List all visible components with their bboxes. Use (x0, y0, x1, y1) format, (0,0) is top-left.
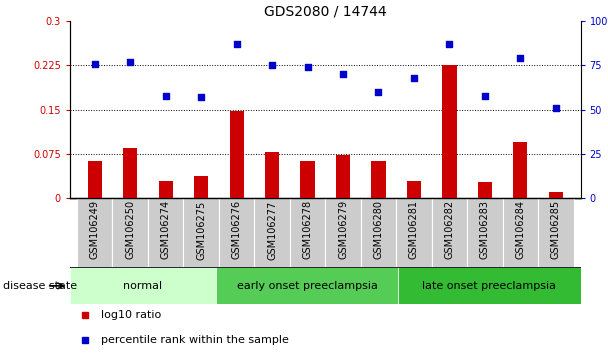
Bar (194, 176, 208, 198)
Bar (184, 198, 219, 267)
Bar (478, 182, 492, 198)
Bar (88, 161, 102, 198)
Point (232, 41, 241, 47)
Bar (513, 142, 527, 198)
Point (409, 75, 419, 81)
Text: GSM106284: GSM106284 (516, 200, 525, 259)
Point (196, 95, 206, 100)
Bar (361, 198, 396, 267)
Bar (159, 181, 173, 198)
Point (444, 41, 454, 47)
Text: log10 ratio: log10 ratio (100, 309, 161, 320)
Bar (123, 148, 137, 198)
Text: GSM106282: GSM106282 (444, 200, 454, 259)
Bar (432, 198, 467, 267)
Text: normal: normal (123, 281, 162, 291)
Text: late onset preeclampsia: late onset preeclampsia (423, 281, 556, 291)
Point (551, 105, 561, 111)
Point (267, 63, 277, 68)
Title: GDS2080 / 14744: GDS2080 / 14744 (264, 5, 387, 19)
Point (161, 93, 170, 98)
Text: early onset preeclampsia: early onset preeclampsia (237, 281, 378, 291)
Point (373, 89, 383, 95)
Bar (300, 161, 314, 198)
Bar (442, 65, 457, 198)
Text: percentile rank within the sample: percentile rank within the sample (100, 335, 288, 346)
Bar (290, 198, 325, 267)
Bar (216, 267, 398, 304)
Text: GSM106275: GSM106275 (196, 200, 206, 259)
Text: GSM106278: GSM106278 (303, 200, 313, 259)
Text: GSM106285: GSM106285 (551, 200, 561, 259)
Bar (254, 198, 290, 267)
Text: disease state: disease state (3, 281, 77, 291)
Bar (77, 198, 112, 267)
Bar (336, 155, 350, 198)
Bar (371, 161, 385, 198)
Point (480, 93, 489, 98)
Bar (407, 181, 421, 198)
Text: GSM106283: GSM106283 (480, 200, 490, 259)
Point (516, 56, 525, 61)
Text: GSM106274: GSM106274 (161, 200, 171, 259)
Bar (467, 198, 503, 267)
Bar (398, 267, 581, 304)
Bar (548, 192, 563, 198)
Bar (219, 198, 254, 267)
Bar (70, 267, 216, 304)
Bar (325, 198, 361, 267)
Text: GSM106250: GSM106250 (125, 200, 135, 259)
Bar (538, 198, 573, 267)
Text: GSM106279: GSM106279 (338, 200, 348, 259)
Bar (503, 198, 538, 267)
Bar (229, 111, 244, 198)
Point (303, 64, 313, 70)
Text: GSM106277: GSM106277 (267, 200, 277, 259)
Point (125, 59, 135, 65)
Bar (112, 198, 148, 267)
Point (338, 72, 348, 77)
Text: GSM106276: GSM106276 (232, 200, 241, 259)
Text: GSM106280: GSM106280 (373, 200, 384, 259)
Point (90, 61, 100, 67)
Bar (148, 198, 184, 267)
Text: GSM106249: GSM106249 (90, 200, 100, 259)
Text: GSM106281: GSM106281 (409, 200, 419, 259)
Bar (396, 198, 432, 267)
Bar (265, 152, 279, 198)
